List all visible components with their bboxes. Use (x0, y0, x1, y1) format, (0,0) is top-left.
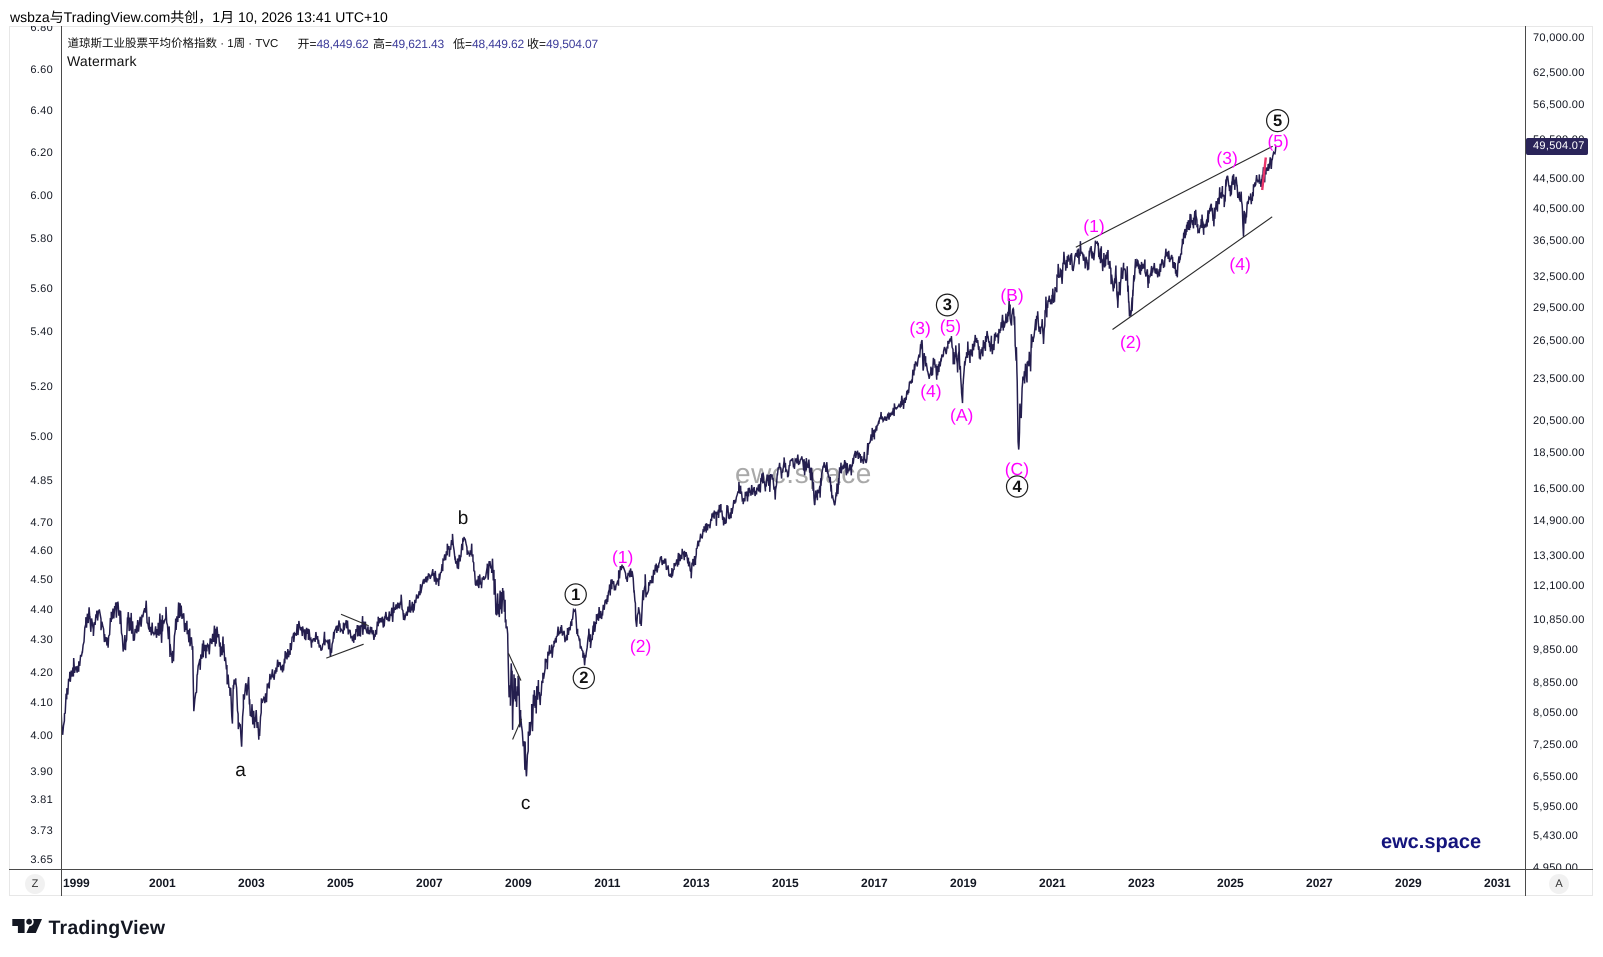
svg-text:TradingView: TradingView (48, 917, 165, 939)
